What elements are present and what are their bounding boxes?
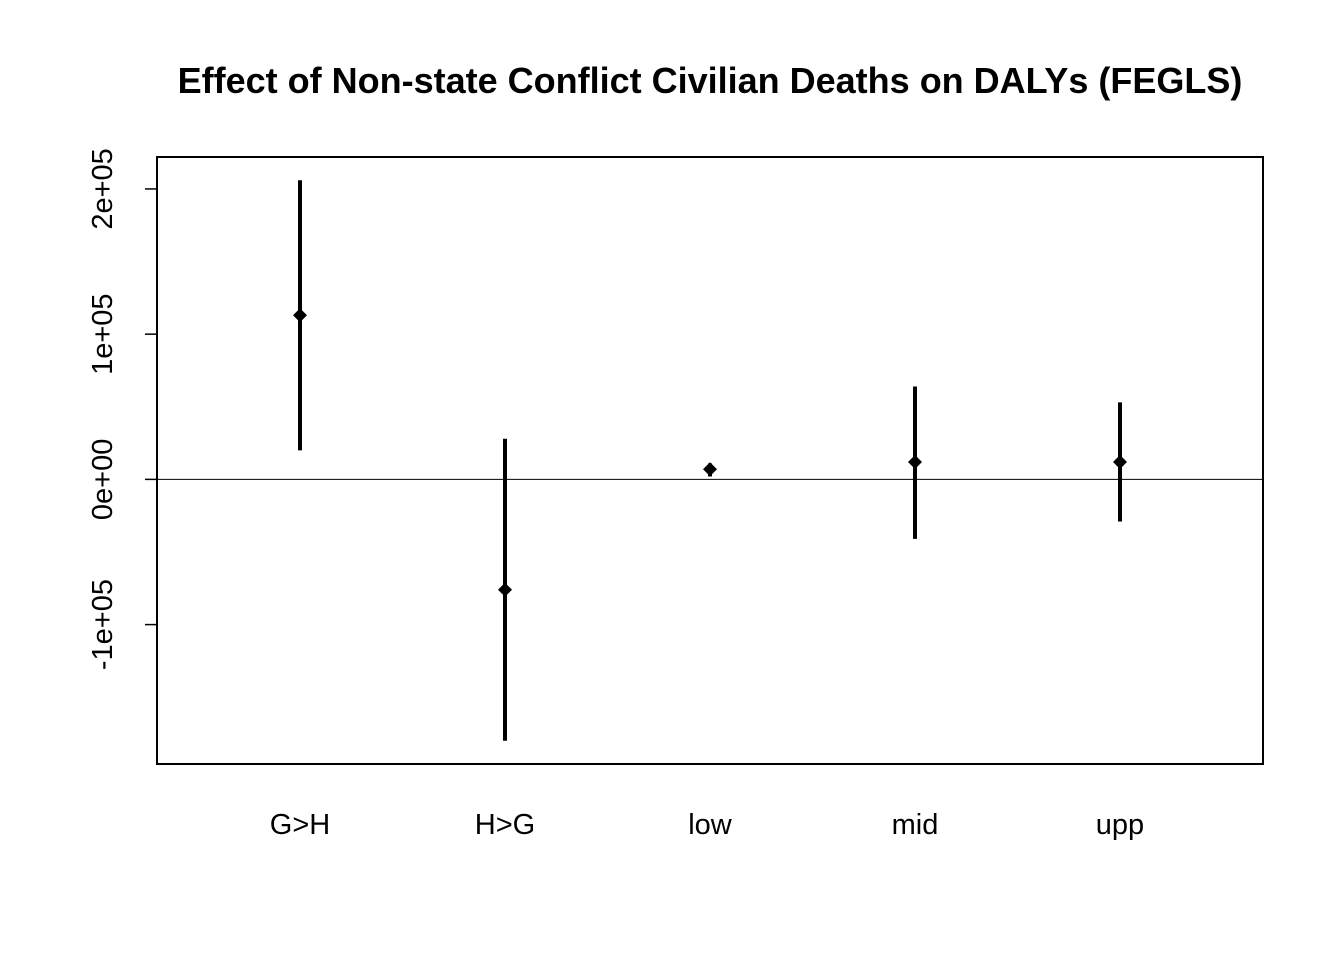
x-tick-label: upp [1096, 809, 1144, 841]
plot-frame [156, 156, 1264, 765]
point-estimate [293, 308, 307, 323]
y-axis: -1e+05 0e+00 1e+05 2e+05 [87, 148, 157, 670]
x-tick-label: mid [892, 809, 939, 841]
x-tick-label: low [688, 809, 733, 841]
y-tick-label: 2e+05 [87, 148, 119, 229]
point-estimate [703, 462, 717, 477]
x-tick-label: G>H [270, 809, 330, 841]
point-estimate [1113, 454, 1127, 469]
y-tick-label: 0e+00 [87, 439, 119, 520]
point-estimate [498, 582, 512, 597]
error-bar-series [293, 180, 1127, 741]
y-tick-label: -1e+05 [87, 579, 119, 670]
x-tick-label: H>G [475, 809, 535, 841]
point-estimate [908, 454, 922, 469]
chart-title: Effect of Non-state Conflict Civilian De… [178, 60, 1243, 101]
y-tick-label: 1e+05 [87, 293, 119, 374]
x-axis: G>H H>G low mid upp [270, 809, 1144, 841]
